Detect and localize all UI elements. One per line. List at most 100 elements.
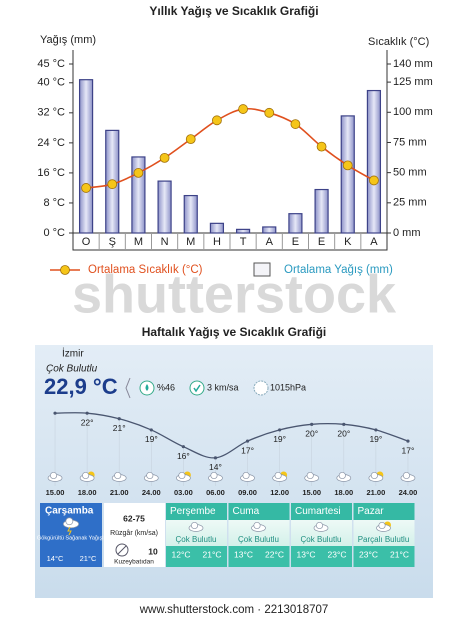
x-tick-label: H — [213, 236, 221, 248]
x-tick-label: 21.00 — [110, 488, 129, 497]
x-tick-label: 06.00 — [206, 488, 225, 497]
day-low: 14°C — [47, 554, 64, 563]
day-card-header — [166, 503, 227, 520]
wind-speed: 3 km/sa — [207, 382, 239, 392]
temperature-point — [278, 428, 282, 432]
legend-label: Ortalama Yağış (mm) — [284, 264, 393, 276]
x-tick-label: 03.00 — [174, 488, 193, 497]
temperature-point — [374, 428, 378, 432]
value-label: 19° — [145, 434, 158, 444]
line-marker — [107, 179, 118, 190]
day-card-footer — [228, 546, 290, 567]
day-card-footer — [291, 546, 352, 567]
x-tick-label: 21.00 — [366, 488, 385, 497]
weather-icon — [378, 521, 386, 530]
day-card-header — [353, 503, 415, 520]
x-tick-label: N — [161, 236, 169, 248]
y-tick-label: 40 °C — [37, 77, 65, 89]
weather-icon — [178, 471, 186, 480]
day-name: Cuma — [233, 506, 260, 517]
temperature-point — [181, 445, 185, 449]
day-low: 13°C — [234, 549, 253, 559]
legend-label: Ortalama Sıcaklık (°C) — [88, 264, 203, 276]
value-label: 21° — [113, 423, 126, 433]
y-tick-label: 16 °C — [37, 167, 65, 179]
x-tick-label: O — [82, 236, 91, 248]
weather-icon — [67, 526, 72, 536]
y2-tick-label: 75 mm — [393, 136, 427, 148]
x-tick-label: M — [186, 236, 195, 248]
day-condition: Çok Bulutlu — [238, 535, 279, 544]
x-tick-label: T — [240, 236, 247, 248]
day-high: 21°C — [203, 549, 222, 559]
temperature-point — [53, 411, 57, 415]
bar — [209, 222, 225, 234]
line-marker — [185, 134, 196, 145]
line-marker — [238, 104, 248, 114]
x-tick-label: M — [134, 236, 143, 248]
x-tick-label: 15.00 — [46, 488, 65, 497]
chart-title: Yıllık Yağış ve Sıcaklık Grafiği — [149, 4, 318, 18]
weather-icon — [146, 471, 154, 480]
legend-marker — [60, 265, 70, 275]
temperature-point — [342, 422, 346, 426]
y-tick-label: 24 °C — [37, 137, 65, 149]
x-tick-label: 15.00 — [302, 488, 321, 497]
weather-icon — [274, 471, 282, 480]
footer: www.shutterstock.com · 2213018707 — [139, 604, 329, 616]
temperature-line — [55, 412, 409, 459]
y2-tick-label: 100 mm — [393, 106, 433, 118]
value-label: 22° — [81, 417, 94, 427]
value-label: 17° — [241, 445, 254, 455]
bar — [183, 194, 198, 234]
line-marker — [212, 115, 222, 126]
line-marker — [316, 141, 327, 152]
today-card — [40, 503, 102, 567]
day-name: Pazar — [358, 506, 385, 517]
city: İzmir — [62, 347, 84, 360]
day-low: 23°C — [359, 549, 378, 559]
value-label: 19° — [273, 434, 286, 444]
temperature-point — [149, 428, 153, 432]
weather-icon — [370, 471, 378, 480]
day-name: Perşembe — [170, 506, 216, 517]
y-tick-label: 45 °C — [37, 58, 65, 70]
day-card-header — [228, 503, 290, 520]
temperature-point — [85, 411, 89, 415]
value-label: 17° — [402, 445, 415, 455]
y-tick-label: 8 °C — [43, 197, 65, 209]
chart-title: Haftalık Yağış ve Sıcaklık Grafiği — [142, 325, 327, 339]
y-tick-label: 32 °C — [37, 107, 65, 119]
temperature-point — [117, 417, 121, 421]
y2-tick-label: 50 mm — [393, 167, 427, 179]
day-low: 13°C — [297, 549, 316, 559]
x-tick-label: 24.00 — [399, 488, 418, 497]
x-tick-label: 18.00 — [78, 488, 97, 497]
weather-icon — [253, 521, 261, 530]
legend-swatch — [253, 262, 271, 277]
x-tick-label: E — [292, 236, 299, 248]
weather-icon — [82, 471, 90, 480]
weather-icon — [306, 471, 314, 480]
humidity: %46 — [157, 382, 175, 392]
day-condition: Çok Bulutlu — [301, 535, 342, 544]
bar — [314, 188, 329, 234]
watermark: shutterstock — [72, 264, 397, 324]
current-temperature: 22,9 °C — [44, 374, 118, 399]
day-card-footer — [166, 546, 227, 567]
line-marker — [290, 119, 301, 129]
y2-axis-title: Sıcaklık (°C) — [368, 36, 429, 48]
day-low: 12°C — [172, 549, 191, 559]
temperature-point — [245, 439, 250, 443]
humidity-icon — [145, 384, 149, 391]
weather-icon — [338, 471, 346, 480]
bar — [366, 89, 382, 234]
day-high: 21°C — [390, 549, 409, 559]
wind-icon — [193, 384, 201, 393]
x-tick-label: Ş — [109, 236, 116, 248]
y2-tick-label: 140 mm — [393, 58, 433, 70]
bar — [262, 226, 277, 234]
temperature-point — [406, 439, 410, 443]
line-marker — [81, 183, 91, 193]
